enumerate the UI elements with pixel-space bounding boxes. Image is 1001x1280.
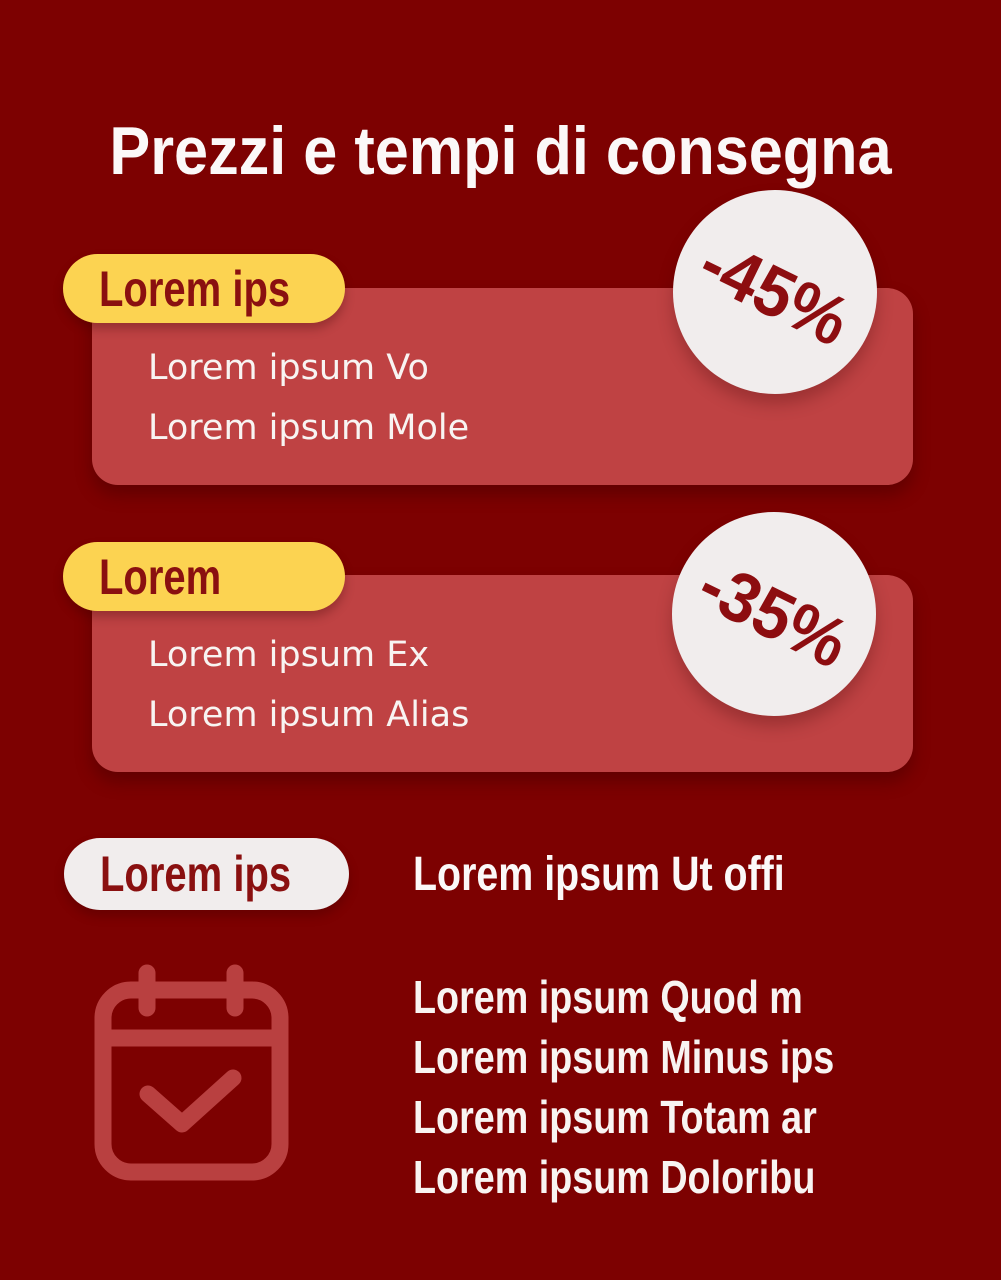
discount-badge-35-value: -35% [687,544,861,684]
delivery-heading: Lorem ipsum Ut offi [413,848,785,901]
delivery-tag-pill: Lorem ips [64,838,349,910]
delivery-tag-label: Lorem ips [100,846,292,902]
calendar-check-icon [94,964,289,1181]
delivery-list: Lorem ipsum Quod m Lorem ipsum Minus ips… [413,967,927,1207]
page-title: Prezzi e tempi di consegna [109,113,892,189]
tag-pill-2: Lorem [63,542,345,611]
price-card-2-line-2: Lorem ipsum Alias [148,695,470,735]
discount-badge-45: -45% [673,190,877,394]
price-card-2-line-1: Lorem ipsum Ex [148,635,430,675]
delivery-item: Lorem ipsum Quod m [413,971,803,1023]
discount-badge-45-value: -45% [688,222,862,362]
delivery-item: Lorem ipsum Totam ar [413,1091,817,1143]
price-card-1-line-1: Lorem ipsum Vo [148,348,429,388]
delivery-item: Lorem ipsum Doloribu [413,1151,816,1203]
discount-badge-35: -35% [672,512,876,716]
tag-pill-1-label: Lorem ips [99,260,291,317]
tag-pill-1: Lorem ips [63,254,345,323]
tag-pill-2-label: Lorem [99,548,222,605]
delivery-item: Lorem ipsum Minus ips [413,1031,835,1083]
price-card-1-line-2: Lorem ipsum Mole [148,408,470,448]
